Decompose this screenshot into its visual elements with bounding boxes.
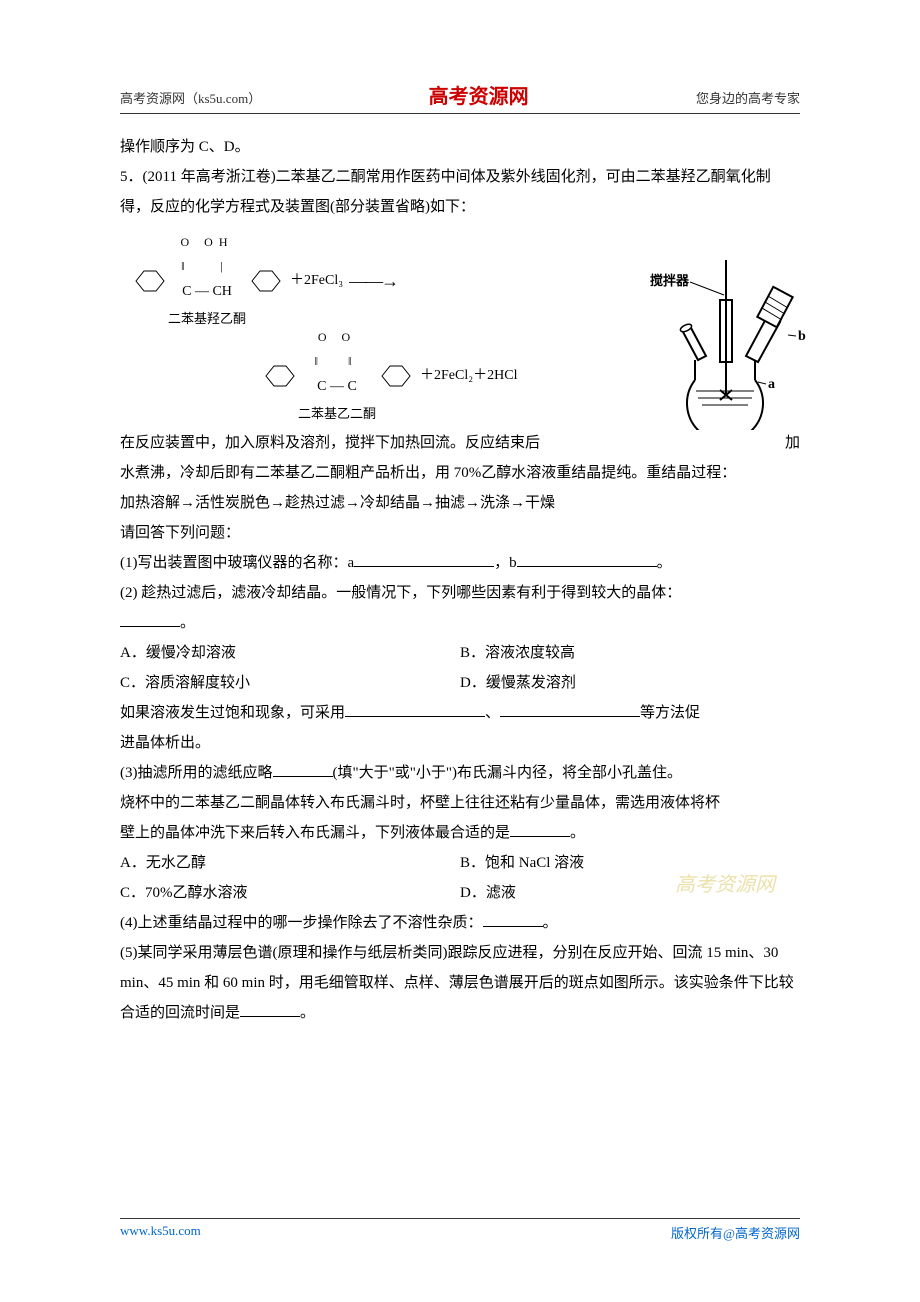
product-top: O O (318, 325, 356, 349)
equation-and-apparatus: O OH ‖ | C — CH 二苯基羟乙酮 ＋2FeCl₃ ——→ O O (130, 230, 800, 420)
option-3b: B．饱和 NaCl 溶液 (460, 848, 800, 878)
page-header: 高考资源网（ks5u.com） 高考资源网 您身边的高考专家 (120, 80, 800, 114)
product-mid: C — C (317, 373, 357, 401)
question-2: (2) 趁热过滤后，滤液冷却结晶。一般情况下，下列哪些因素有利于得到较大的晶体： (120, 578, 800, 608)
continuation-line: 操作顺序为 C、D。 (120, 132, 800, 162)
equation-product: O O ‖ ‖ C — C 二苯基乙二酮 ＋2FeCl₂＋2HCl (260, 325, 517, 427)
question-1: (1)写出装置图中玻璃仪器的名称：a，b。 (120, 548, 800, 578)
question-4: (4)上述重结晶过程中的哪一步操作除去了不溶性杂质：。 (120, 908, 800, 938)
blank-q5[interactable] (240, 1002, 300, 1017)
options-3-row1: A．无水乙醇 B．饱和 NaCl 溶液 (120, 848, 800, 878)
question-3: (3)抽滤所用的滤纸应略(填"大于"或"小于")布氏漏斗内径，将全部小孔盖住。 (120, 758, 800, 788)
question-5: (5)某同学采用薄层色谱(原理和操作与纸层析类同)跟踪反应进程，分别在反应开始、… (120, 938, 800, 1028)
stirrer-label: 搅拌器 (650, 273, 690, 288)
option-2d: D．缓慢蒸发溶剂 (460, 668, 800, 698)
question-2x: 如果溶液发生过饱和现象，可采用、等方法促 (120, 698, 800, 728)
flask-icon: 搅拌器 b a (640, 240, 810, 430)
blank-q4[interactable] (483, 912, 543, 927)
reactant-mid: C — CH (182, 278, 232, 306)
product-center: O O ‖ ‖ C — C 二苯基乙二酮 (298, 325, 376, 427)
reagent-1: ＋2FeCl₃ (290, 267, 343, 295)
label-a: a (768, 377, 775, 392)
option-2a: A．缓慢冷却溶液 (120, 638, 460, 668)
option-3a: A．无水乙醇 (120, 848, 460, 878)
equation-reactant: O OH ‖ | C — CH 二苯基羟乙酮 ＋2FeCl₃ ——→ (130, 230, 397, 332)
reagent-2: ＋2FeCl₂＋2HCl (420, 362, 517, 390)
question-2-blank: 。 (120, 608, 800, 638)
header-left: 高考资源网（ks5u.com） (120, 88, 261, 107)
reaction-arrow: ——→ (349, 263, 397, 299)
para-3: 水煮沸，冷却后即有二苯基乙二酮粗产品析出，用 70%乙醇水溶液重结晶提纯。重结晶… (120, 458, 800, 488)
blank-q3-1[interactable] (273, 762, 333, 777)
blank-a[interactable] (354, 552, 494, 567)
options-3-row2: C．70%乙醇水溶液 D．滤液 (120, 878, 800, 908)
question-3-line2: 烧杯中的二苯基乙二酮晶体转入布氏漏斗时，杯壁上往往还粘有少量晶体，需选用液体将杯 (120, 788, 800, 818)
benzene-icon (248, 267, 282, 295)
reactant-label: 二苯基羟乙酮 (168, 306, 246, 332)
reactant-top: O OH (181, 230, 234, 254)
question-3-line3: 壁上的晶体冲洗下来后转入布氏漏斗，下列液体最合适的是。 (120, 818, 800, 848)
options-2-row2: C．溶质溶解度较小 D．缓慢蒸发溶剂 (120, 668, 800, 698)
reactant-center: O OH ‖ | C — CH 二苯基羟乙酮 (168, 230, 246, 332)
option-3c: C．70%乙醇水溶液 (120, 878, 460, 908)
page-container: 高考资源网（ks5u.com） 高考资源网 您身边的高考专家 操作顺序为 C、D… (0, 0, 920, 1088)
header-title: 高考资源网 (429, 80, 529, 109)
product-label: 二苯基乙二酮 (298, 401, 376, 427)
document-body: 操作顺序为 C、D。 5．(2011 年高考浙江卷)二苯基乙二酮常用作医药中间体… (120, 132, 800, 1028)
option-2b: B．溶液浓度较高 (460, 638, 800, 668)
blank-q3-2[interactable] (510, 822, 570, 837)
benzene-icon (262, 362, 296, 390)
option-2c: C．溶质溶解度较小 (120, 668, 460, 698)
footer-copyright: 版权所有@高考资源网 (671, 1223, 800, 1242)
blank-q2x-2[interactable] (500, 702, 640, 717)
blank-q2x-1[interactable] (345, 702, 485, 717)
options-2-row1: A．缓慢冷却溶液 B．溶液浓度较高 (120, 638, 800, 668)
benzene-icon (132, 267, 166, 295)
para-5: 请回答下列问题： (120, 518, 800, 548)
para-4: 加热溶解→活性炭脱色→趁热过滤→冷却结晶→抽滤→洗涤→干燥 (120, 488, 800, 518)
label-b: b (798, 329, 806, 344)
q5-intro: 5．(2011 年高考浙江卷)二苯基乙二酮常用作医药中间体及紫外线固化剂，可由二… (120, 162, 800, 222)
question-2x-line2: 进晶体析出。 (120, 728, 800, 758)
option-3d: D．滤液 (460, 878, 800, 908)
benzene-icon (378, 362, 412, 390)
blank-b[interactable] (517, 552, 657, 567)
footer-url[interactable]: www.ks5u.com (120, 1223, 201, 1242)
page-footer: www.ks5u.com 版权所有@高考资源网 (120, 1218, 800, 1242)
header-right: 您身边的高考专家 (696, 88, 800, 107)
blank-q2[interactable] (120, 612, 180, 627)
apparatus-diagram: 搅拌器 b a (640, 240, 810, 441)
